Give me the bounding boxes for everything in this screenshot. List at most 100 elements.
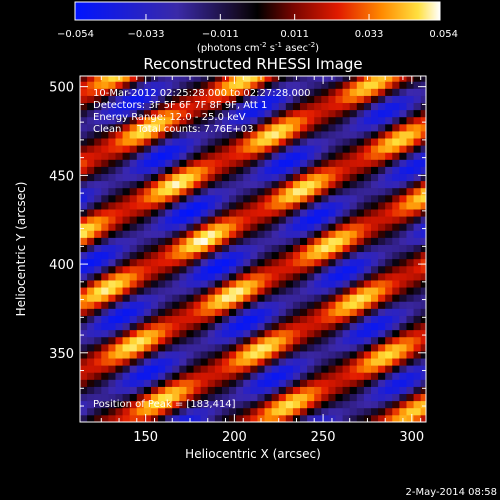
heatmap-pixel: [413, 131, 422, 139]
heatmap-pixel: [250, 294, 258, 302]
heatmap-pixel: [342, 201, 351, 210]
heatmap-pixel: [356, 301, 365, 309]
heatmap-pixel: [143, 322, 152, 331]
heatmap-pixel: [94, 400, 102, 409]
heatmap-pixel: [122, 123, 131, 132]
heatmap-pixel: [413, 194, 422, 203]
heatmap-pixel: [413, 280, 422, 288]
heatmap-pixel: [229, 102, 237, 111]
heatmap-pixel: [115, 386, 123, 395]
heatmap-pixel: [378, 145, 386, 153]
heatmap-pixel: [314, 81, 322, 89]
heatmap-pixel: [392, 159, 400, 167]
heatmap-pixel: [363, 173, 372, 182]
heatmap-pixel: [129, 407, 138, 416]
heatmap-pixel: [87, 76, 95, 82]
heatmap-pixel: [328, 123, 336, 132]
heatmap-pixel: [150, 351, 159, 359]
heatmap-pixel: [356, 244, 365, 253]
heatmap-pixel: [292, 265, 301, 274]
heatmap-pixel: [186, 258, 194, 267]
heatmap-pixel: [94, 230, 102, 238]
heatmap-pixel: [236, 216, 244, 224]
heatmap-pixel: [172, 379, 180, 387]
heatmap-pixel: [250, 393, 258, 402]
heatmap-pixel: [314, 187, 322, 196]
heatmap-pixel: [285, 131, 294, 139]
heatmap-pixel: [158, 251, 166, 260]
heatmap-pixel: [278, 237, 287, 245]
heatmap-pixel: [349, 145, 358, 153]
heatmap-pixel: [129, 223, 138, 231]
heatmap-pixel: [158, 180, 166, 189]
heatmap-pixel: [150, 336, 159, 345]
heatmap-pixel: [392, 343, 400, 352]
heatmap-pixel: [399, 123, 407, 132]
heatmap-pixel: [342, 180, 351, 189]
heatmap-pixel: [342, 209, 351, 217]
heatmap-pixel: [392, 336, 400, 345]
heatmap-pixel: [80, 109, 88, 118]
heatmap-pixel: [207, 102, 216, 111]
heatmap-pixel: [278, 294, 287, 302]
heatmap-pixel: [292, 244, 301, 253]
heatmap-pixel: [236, 81, 244, 89]
heatmap-pixel: [370, 287, 379, 295]
heatmap-pixel: [221, 301, 230, 309]
heatmap-pixel: [378, 322, 386, 331]
heatmap-pixel: [264, 329, 273, 338]
heatmap-pixel: [406, 336, 414, 345]
heatmap-pixel: [143, 159, 152, 167]
heatmap-pixel: [207, 116, 216, 125]
heatmap-pixel: [413, 180, 422, 189]
heatmap-pixel: [200, 216, 209, 224]
heatmap-pixel: [349, 88, 358, 96]
heatmap-pixel: [193, 81, 202, 89]
heatmap-pixel: [207, 152, 216, 160]
heatmap-pixel: [285, 180, 294, 189]
heatmap-pixel: [406, 230, 414, 238]
heatmap-pixel: [392, 329, 400, 338]
heatmap-pixel: [250, 223, 258, 231]
heatmap-pixel: [406, 386, 414, 395]
heatmap-pixel: [150, 358, 159, 366]
heatmap-pixel: [229, 116, 237, 125]
heatmap-pixel: [406, 400, 414, 409]
heatmap-pixel: [158, 194, 166, 203]
heatmap-pixel: [136, 152, 145, 160]
heatmap-pixel: [207, 166, 216, 174]
heatmap-pixel: [356, 343, 365, 352]
heatmap-pixel: [292, 386, 301, 395]
heatmap-pixel: [165, 152, 173, 160]
heatmap-pixel: [221, 194, 230, 203]
heatmap-pixel: [349, 379, 358, 387]
heatmap-pixel: [328, 265, 336, 274]
heatmap-pixel: [321, 351, 329, 359]
heatmap-pixel: [200, 159, 209, 167]
heatmap-pixel: [101, 329, 109, 338]
heatmap-pixel: [250, 159, 258, 167]
heatmap-pixel: [335, 159, 344, 167]
heatmap-pixel: [278, 343, 287, 352]
heatmap-pixel: [257, 152, 265, 160]
heatmap-pixel: [229, 251, 237, 260]
heatmap-pixel: [321, 145, 329, 153]
heatmap-pixel: [413, 123, 422, 132]
heatmap-pixel: [108, 386, 116, 395]
heatmap-pixel: [108, 138, 116, 146]
heatmap-pixel: [186, 400, 194, 409]
heatmap-pixel: [307, 351, 315, 359]
heatmap-pixel: [257, 131, 265, 139]
heatmap-pixel: [264, 287, 273, 295]
heatmap-pixel: [271, 166, 280, 174]
heatmap-pixel: [214, 358, 223, 366]
heatmap-pixel: [229, 109, 237, 118]
heatmap-pixel: [328, 180, 336, 189]
heatmap-pixel: [314, 258, 322, 267]
heatmap-pixel: [165, 187, 173, 196]
heatmap-pixel: [406, 280, 414, 288]
heatmap-pixel: [243, 223, 251, 231]
heatmap-pixel: [271, 131, 280, 139]
heatmap-pixel: [179, 102, 187, 111]
